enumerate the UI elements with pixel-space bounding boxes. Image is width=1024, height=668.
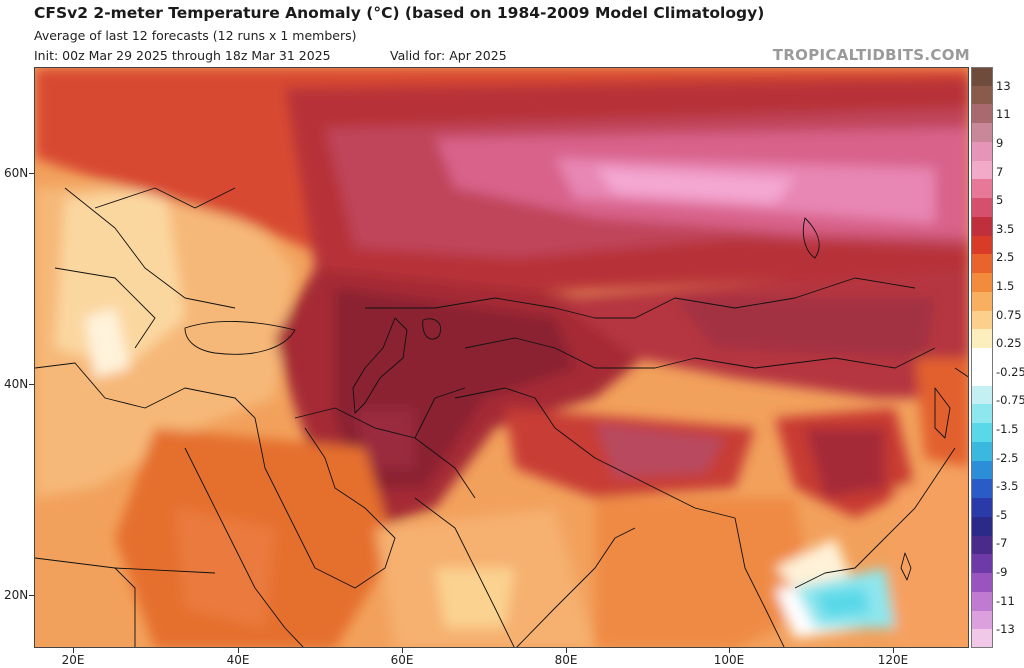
lon-tick: [238, 648, 239, 653]
colorbar-swatch: [971, 441, 993, 462]
colorbar-swatch: [971, 516, 993, 537]
colorbar-swatch: [971, 366, 993, 387]
colorbar-swatch: [971, 141, 993, 162]
colorbar-swatch: [971, 535, 993, 555]
colorbar-swatch: [971, 254, 993, 274]
lat-tick: [29, 173, 34, 174]
lat-label-40n: 40N: [4, 377, 29, 391]
colorbar-label: -5: [996, 507, 1008, 522]
colorbar-swatch: [971, 404, 993, 424]
colorbar-label: 5: [996, 193, 1004, 208]
colorbar-swatch: [971, 329, 993, 349]
colorbar-swatch: [971, 610, 993, 630]
lat-tick: [29, 595, 34, 596]
colorbar-swatch: [971, 123, 993, 143]
colorbar-label: 9: [996, 135, 1004, 150]
anomaly-map: [34, 67, 969, 648]
colorbar-label: 1.5: [996, 278, 1015, 293]
colorbar-swatch: [971, 498, 993, 518]
colorbar-label: 0.75: [996, 307, 1022, 322]
colorbar: [971, 67, 993, 649]
lon-tick: [73, 648, 74, 653]
init-time-text: Init: 00z Mar 29 2025 through 18z Mar 31…: [34, 48, 331, 63]
lon-tick: [893, 648, 894, 653]
colorbar-label: 11: [996, 107, 1011, 122]
lon-label-80e: 80E: [554, 653, 578, 667]
lon-tick: [402, 648, 403, 653]
colorbar-swatch: [971, 216, 993, 237]
colorbar-swatch: [971, 198, 993, 218]
colorbar-swatch: [971, 179, 993, 199]
colorbar-swatch: [971, 554, 993, 574]
colorbar-label: -11: [996, 593, 1015, 608]
lon-tick: [729, 648, 730, 653]
colorbar-swatch: [971, 273, 993, 293]
valid-time-text: Valid for: Apr 2025: [390, 48, 507, 63]
anomaly-map-canvas: [35, 68, 968, 647]
colorbar-label: -0.25: [996, 364, 1024, 379]
colorbar-swatch: [971, 291, 993, 312]
colorbar-label: -1.5: [996, 422, 1019, 436]
colorbar-swatch: [971, 385, 993, 405]
colorbar-label: -3.5: [996, 479, 1019, 494]
colorbar-swatch: [971, 235, 993, 255]
lon-tick: [566, 648, 567, 653]
colorbar-swatch: [971, 67, 993, 87]
lon-label-40e: 40E: [226, 653, 250, 667]
country-borders: [35, 187, 968, 647]
colorbar-swatch: [971, 573, 993, 593]
colorbar-swatch: [971, 85, 993, 105]
lon-label-20e: 20E: [61, 653, 85, 667]
lon-label-120e: 120E: [877, 653, 909, 667]
colorbar-label: -13: [996, 622, 1015, 637]
colorbar-label: 13: [996, 78, 1011, 93]
colorbar-swatch: [971, 460, 993, 480]
colorbar-label: -2.5: [996, 450, 1019, 465]
colorbar-swatch: [971, 591, 993, 611]
map-subtitle: Average of last 12 forecasts (12 runs x …: [34, 28, 357, 43]
lat-tick: [29, 384, 34, 385]
colorbar-swatch: [971, 104, 993, 124]
lat-label-20n: 20N: [4, 588, 29, 602]
colorbar-label: -7: [996, 536, 1008, 551]
anomaly-field: [35, 68, 968, 647]
map-title: CFSv2 2-meter Temperature Anomaly (°C) (…: [34, 4, 765, 22]
colorbar-label: 2.5: [996, 250, 1015, 265]
colorbar-label: 3.5: [996, 221, 1015, 236]
colorbar-label: 0.25: [996, 336, 1022, 351]
colorbar-label: -9: [996, 565, 1008, 580]
colorbar-swatch: [971, 423, 993, 443]
lon-label-60e: 60E: [390, 653, 414, 667]
colorbar-swatch: [971, 629, 993, 649]
colorbar-swatch: [971, 479, 993, 499]
colorbar-swatch: [971, 160, 993, 180]
colorbar-swatch: [971, 310, 993, 330]
lon-label-100e: 100E: [713, 653, 745, 667]
colorbar-label: 7: [996, 164, 1004, 179]
colorbar-swatch: [971, 348, 993, 368]
lat-label-60n: 60N: [4, 166, 29, 180]
credit-text: TROPICALTIDBITS.COM: [772, 46, 970, 64]
colorbar-label: -0.75: [996, 393, 1024, 408]
